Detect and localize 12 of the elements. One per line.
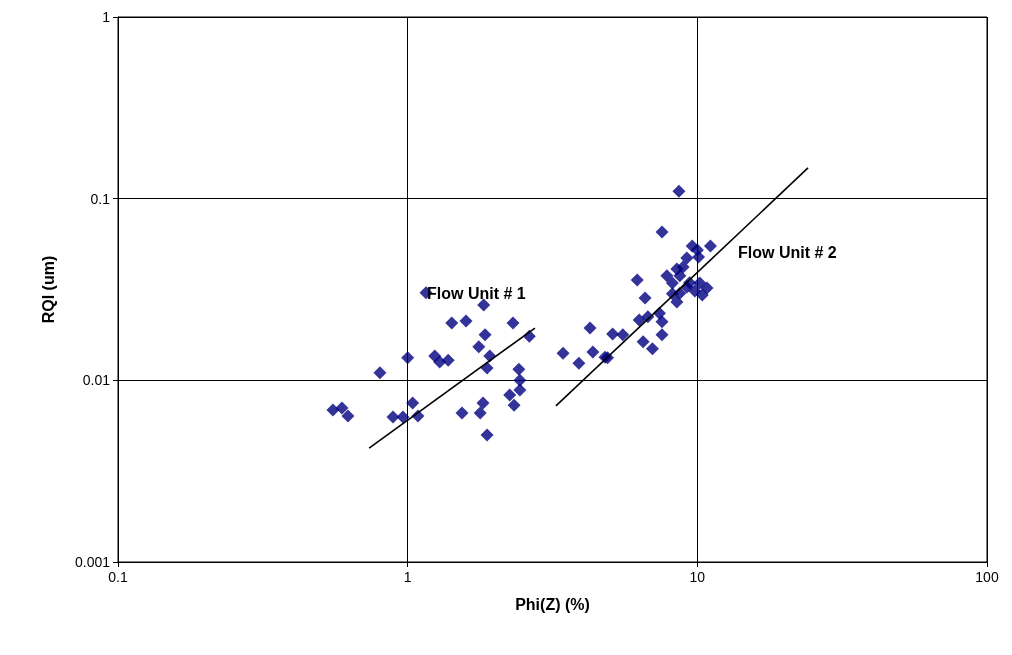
x-tick-label: 10 bbox=[689, 569, 706, 585]
y-tick-label: 0.01 bbox=[82, 372, 111, 389]
y-tick-label: 0.001 bbox=[74, 554, 111, 570]
annotation: Flow Unit # 2 bbox=[738, 243, 837, 261]
annotation: Flow Unit # 1 bbox=[427, 284, 526, 302]
y-tick-label: 1 bbox=[102, 9, 111, 25]
y-axis-title: RQI (um) bbox=[39, 255, 57, 324]
x-tick-label: 100 bbox=[975, 569, 999, 585]
x-tick-label: 0.1 bbox=[108, 569, 128, 585]
x-tick-label: 1 bbox=[403, 569, 412, 585]
x-axis-title: Phi(Z) (%) bbox=[515, 595, 590, 613]
y-tick-label: 0.1 bbox=[90, 190, 111, 207]
